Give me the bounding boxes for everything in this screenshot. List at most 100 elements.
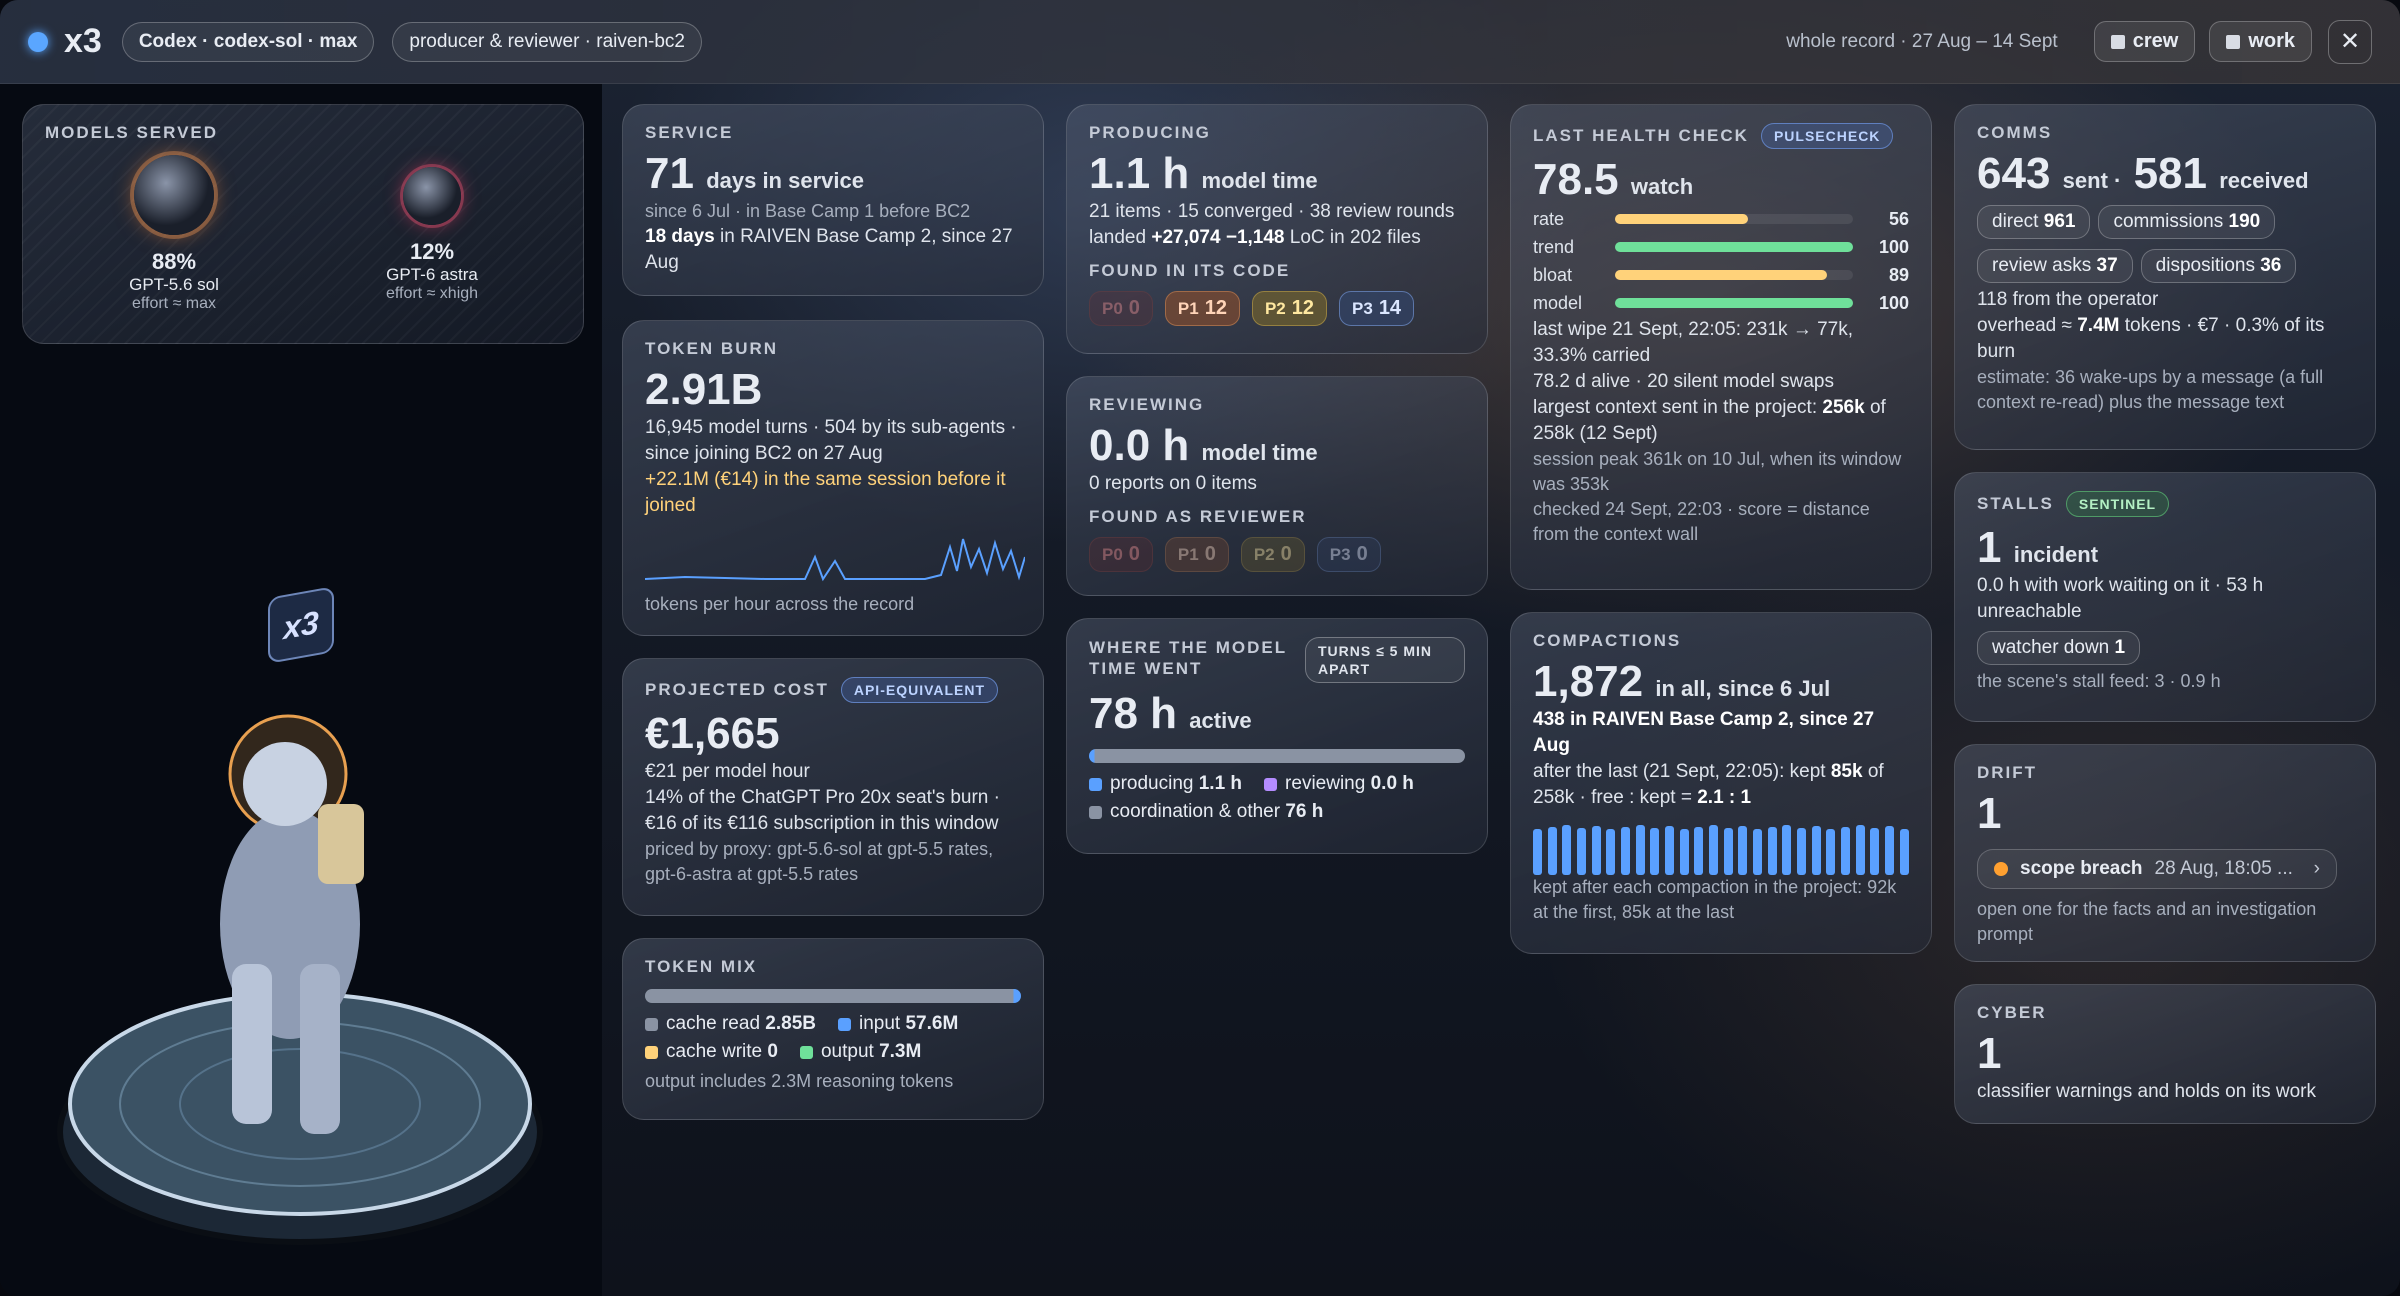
chip-review-asks[interactable]: review asks 37 <box>1977 249 2133 283</box>
compaction-bar <box>1650 828 1660 875</box>
producing-card: PRODUCING 1.1 h model time 21 items · 15… <box>1066 104 1488 354</box>
card-label: DRIFT <box>1977 763 2038 782</box>
compactions-unit: in all, since 6 Jul <box>1655 676 1831 701</box>
model-orb-icon <box>134 155 214 235</box>
chevron-right-icon: › <box>2313 858 2320 879</box>
sentinel-badge: SENTINEL <box>2065 491 2170 517</box>
legend-producing: producing 1.1 h <box>1089 773 1242 795</box>
square-icon <box>2110 34 2125 49</box>
ratio-label: of 258k · free : kept = <box>1533 761 1884 808</box>
p0-count[interactable]: P0 0 <box>1089 291 1153 326</box>
p2-count[interactable]: P2 0 <box>1240 537 1305 572</box>
p0-count[interactable]: P0 0 <box>1089 537 1153 572</box>
app-title: x3 <box>64 22 102 60</box>
drift-item-date: 28 Aug, 18:05 ... <box>2154 858 2293 879</box>
health-checked: checked 24 Sept, 22:03 · score = distanc… <box>1533 499 1870 544</box>
reviewing-unit: model time <box>1201 440 1318 465</box>
work-button[interactable]: work <box>2209 21 2312 62</box>
burn-total: 2.91B <box>645 365 763 414</box>
drift-count: 1 <box>1977 789 2002 838</box>
compaction-bar <box>1621 827 1631 875</box>
sent-count: 643 <box>1977 149 2051 198</box>
largest-context-value: 256k <box>1822 397 1865 418</box>
received-count: 581 <box>2133 149 2207 198</box>
p1-count[interactable]: P1 12 <box>1164 291 1240 326</box>
bc2-text: in RAIVEN Base Camp 2, since 27 Aug <box>645 226 1013 273</box>
largest-context-of: of 258k (12 Sept) <box>1533 397 1886 444</box>
api-badge: API-EQUIVALENT <box>840 677 999 703</box>
crew-button[interactable]: crew <box>2093 21 2196 62</box>
health-score: 78.5 <box>1533 155 1619 204</box>
cyber-count: 1 <box>1977 1029 2002 1078</box>
card-label: LAST HEALTH CHECK <box>1533 126 1749 145</box>
kept-value: 85k <box>1830 761 1863 782</box>
legend-reviewing: reviewing 0.0 h <box>1264 773 1414 795</box>
title-bar: x3 Codex · codex-sol · max producer & re… <box>0 0 2400 84</box>
model-share: 88% <box>151 249 197 274</box>
model-effort: effort ≈ xhigh <box>385 285 479 302</box>
producing-items: 21 items · 15 converged · 38 review roun… <box>1089 201 1455 222</box>
cost-seat-share: 14% of the ChatGPT Pro 20x seat's burn ·… <box>645 787 1000 834</box>
token-burn-card: TOKEN BURN 2.91B 16,945 model turns · 50… <box>622 320 1044 636</box>
watcher-down-chip[interactable]: watcher down 1 <box>1977 631 2141 665</box>
burn-turns: 16,945 model turns · 504 by its sub-agen… <box>645 417 1017 464</box>
compaction-bar <box>1577 828 1587 875</box>
compaction-bars <box>1533 823 1909 875</box>
burn-before: +22.1M (€14) in the same session before … <box>645 469 1006 516</box>
card-label: PRODUCING <box>1089 123 1211 142</box>
compaction-bar <box>1797 828 1807 875</box>
stalls-unit: incident <box>2013 542 2099 567</box>
comms-estimate: estimate: 36 wake-ups by a message (a fu… <box>1977 367 2324 412</box>
health-row-bloat: bloat 89 <box>1533 264 1909 285</box>
p1-count[interactable]: P1 0 <box>1164 537 1229 572</box>
reviewing-reports: 0 reports on 0 items <box>1089 473 1257 494</box>
health-row-rate: rate 56 <box>1533 208 1909 229</box>
legend-cache-read: cache read 2.85B <box>645 1013 816 1035</box>
compaction-bar <box>1694 827 1704 875</box>
card-label: COMPACTIONS <box>1533 631 1682 650</box>
comms-card: COMMS 643 sent · 581 received direct 961… <box>1954 104 2376 450</box>
mix-bar <box>645 989 1021 1003</box>
service-card: SERVICE 71 days in service since 6 Jul ·… <box>622 104 1044 296</box>
compaction-bar <box>1841 827 1851 875</box>
chip-direct[interactable]: direct 961 <box>1977 205 2091 239</box>
drift-item[interactable]: scope breach 28 Aug, 18:05 ... › <box>1977 849 2337 889</box>
model-chip[interactable]: Codex · codex-sol · max <box>121 21 375 62</box>
compactions-total: 1,872 <box>1533 657 1644 706</box>
legend-other: coordination & other 76 h <box>1089 801 1323 823</box>
compaction-bar <box>1767 827 1777 875</box>
models-served-card: MODELS SERVED 88% GPT-5.6 sol effort ≈ m… <box>22 104 584 344</box>
health-row-model: model 100 <box>1533 292 1909 313</box>
burn-sparkline <box>644 538 1026 582</box>
model-name: GPT-6 astra <box>386 265 478 284</box>
status-dot-icon <box>28 31 48 52</box>
close-icon[interactable]: ✕ <box>2328 19 2372 64</box>
p3-count[interactable]: P3 0 <box>1316 537 1381 572</box>
overhead-value: 7.4M <box>2077 315 2120 336</box>
service-unit: days in service <box>706 168 864 193</box>
card-label: TOKEN BURN <box>645 339 779 358</box>
chip-commissions[interactable]: commissions 190 <box>2098 205 2276 239</box>
reviewing-hours: 0.0 h <box>1089 421 1190 470</box>
landed-label: landed <box>1089 227 1147 248</box>
role-chip[interactable]: producer & reviewer · raiven-bc2 <box>392 21 703 62</box>
compaction-bar <box>1753 829 1763 875</box>
compaction-bar <box>1855 825 1865 875</box>
compaction-bar <box>1870 828 1880 875</box>
pulsecheck-badge: PULSECHECK <box>1760 123 1894 149</box>
overhead-label: overhead ≈ <box>1977 315 2072 336</box>
p2-count[interactable]: P2 12 <box>1251 291 1328 326</box>
stalls-detail: 0.0 h with work waiting on it · 53 h unr… <box>1977 575 2264 622</box>
compactions-card: COMPACTIONS 1,872 in all, since 6 Jul 43… <box>1510 612 1932 954</box>
chip-dispositions[interactable]: dispositions 36 <box>2140 249 2297 283</box>
left-panel: MODELS SERVED 88% GPT-5.6 sol effort ≈ m… <box>0 84 602 1296</box>
legend-input: input 57.6M <box>838 1013 958 1035</box>
compaction-bar <box>1562 825 1572 875</box>
token-mix-card: TOKEN MIX cache read 2.85B input 57.6M c… <box>622 938 1044 1120</box>
drift-item-title: scope breach <box>2020 858 2143 879</box>
p3-count[interactable]: P3 14 <box>1339 291 1415 326</box>
record-range: whole record · 27 Aug – 14 Sept <box>1786 30 2058 52</box>
producing-unit: model time <box>1201 168 1318 193</box>
stalls-count: 1 <box>1977 523 2002 572</box>
